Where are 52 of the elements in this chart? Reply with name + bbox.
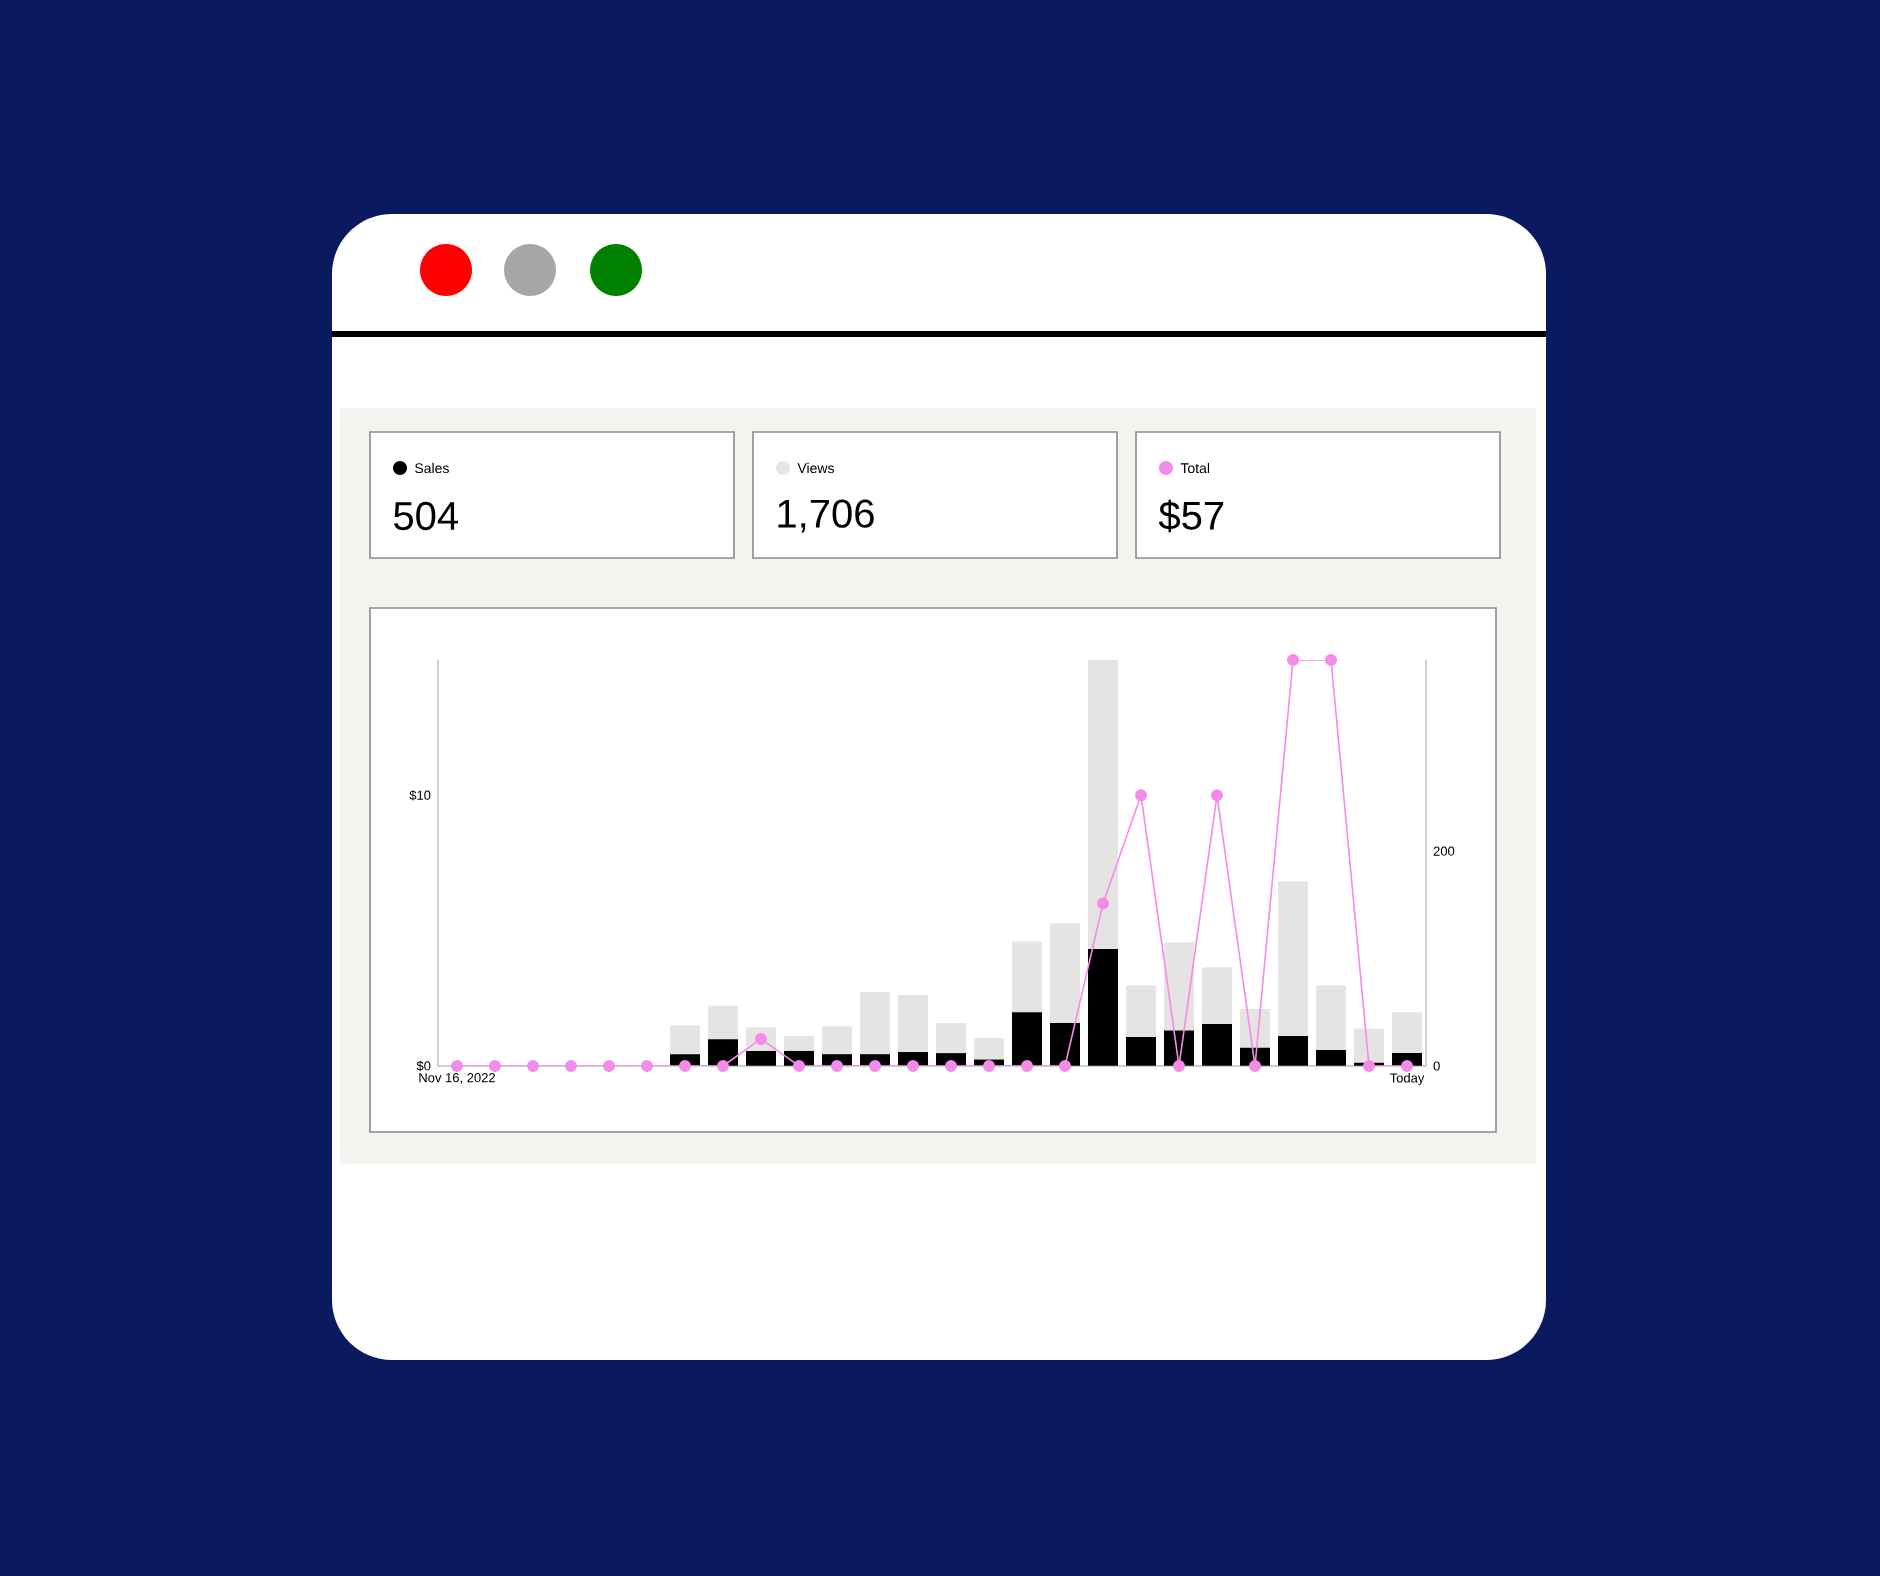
bar [1012, 941, 1043, 1013]
bar [974, 1038, 1005, 1060]
point [717, 1059, 730, 1072]
point [983, 1059, 996, 1072]
point [1021, 1059, 1034, 1072]
point [793, 1059, 806, 1072]
bar [670, 1025, 701, 1055]
bar [898, 995, 929, 1053]
point [1249, 1059, 1262, 1072]
point [679, 1059, 692, 1072]
point [831, 1059, 844, 1072]
text: $57 [1158, 499, 1224, 533]
bar [860, 991, 891, 1055]
point [1211, 789, 1224, 802]
point [565, 1059, 578, 1072]
bar [1392, 1012, 1423, 1054]
bar [1088, 659, 1119, 949]
bar [1164, 942, 1195, 1031]
point [945, 1059, 958, 1072]
bar [1278, 881, 1309, 1036]
bar [1202, 967, 1233, 1025]
bar [936, 1023, 967, 1054]
point [1401, 1059, 1414, 1072]
point [1173, 1059, 1186, 1072]
bar [1126, 1036, 1157, 1066]
bar [1316, 1049, 1347, 1066]
bar [1088, 948, 1119, 1066]
bar [1012, 1012, 1043, 1066]
bar [708, 1005, 739, 1040]
bar [1316, 985, 1347, 1050]
point [869, 1059, 882, 1072]
bar [822, 1026, 853, 1055]
point [1363, 1059, 1376, 1072]
point [641, 1059, 654, 1072]
point [451, 1059, 463, 1072]
text: 504 [394, 501, 458, 531]
text: 1,706 [778, 499, 874, 533]
bar [746, 1050, 777, 1066]
point [1287, 653, 1300, 666]
point [1059, 1059, 1072, 1072]
point [1325, 653, 1338, 666]
bar [784, 1035, 815, 1051]
bar [1354, 1028, 1385, 1063]
point [603, 1059, 616, 1072]
point [489, 1059, 502, 1072]
point [1097, 897, 1110, 910]
bar [1202, 1024, 1233, 1066]
point [1135, 789, 1148, 802]
bar [1126, 985, 1157, 1037]
point [527, 1059, 540, 1072]
bar [1050, 923, 1081, 1024]
bar [1278, 1035, 1309, 1066]
